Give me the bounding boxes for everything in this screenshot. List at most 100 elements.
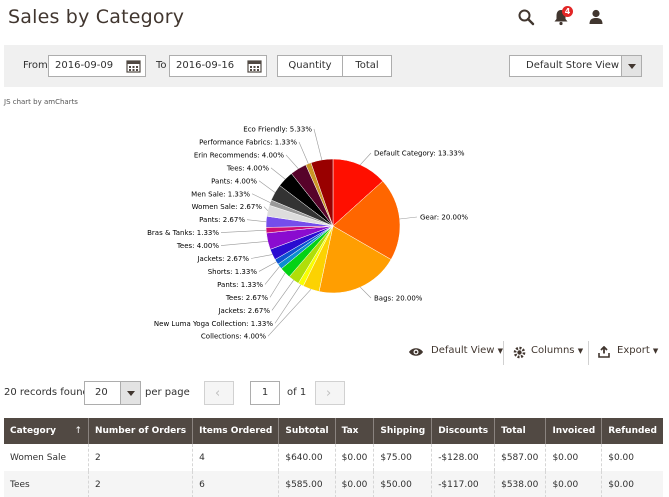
- slice-label-connector: [298, 141, 309, 164]
- records-found: 20 records found: [4, 387, 89, 398]
- table-cell: $587.00: [494, 444, 546, 471]
- table-cell: $0.00: [545, 444, 602, 471]
- table-cell: $0.00: [601, 471, 663, 497]
- slice-label-connector: [285, 154, 299, 169]
- column-header-orders[interactable]: Number of Orders: [87, 418, 193, 444]
- pie-slice[interactable]: [332, 180, 401, 260]
- table-row: Women Sale 2 4 $640.00 $0.00 $75.00 -$12…: [4, 444, 663, 471]
- search-icon[interactable]: [517, 8, 535, 26]
- slice-label-connector: [313, 128, 323, 161]
- slice-label-connector: [250, 254, 273, 259]
- column-header-category[interactable]: Category ↑: [4, 418, 89, 444]
- slice-label: Tees: 4.00%: [176, 242, 220, 250]
- eye-icon: [409, 348, 423, 356]
- column-header-subtotal[interactable]: Subtotal: [278, 418, 336, 444]
- chevron-down-icon[interactable]: [621, 56, 641, 76]
- table-row: Tees 2 6 $585.00 $0.00 $50.00 -$117.00 $…: [4, 471, 663, 497]
- sales-grid: Category ↑ Number of Orders Items Ordered…: [4, 418, 663, 497]
- column-header-items[interactable]: Items Ordered: [192, 418, 279, 444]
- total-pages: of 1: [287, 387, 307, 398]
- from-label: From: [23, 60, 48, 71]
- to-date-value: 2016-09-16: [176, 60, 235, 71]
- from-date-field[interactable]: 2016-09-09: [48, 55, 146, 77]
- slice-label-connector: [270, 167, 286, 180]
- current-page-input[interactable]: 1: [250, 381, 280, 405]
- to-date-field[interactable]: 2016-09-16: [169, 55, 267, 77]
- pie-slice[interactable]: [318, 225, 392, 294]
- table-cell: 2: [87, 444, 193, 471]
- slice-label: Bras & Tanks: 1.33%: [147, 229, 219, 237]
- slice-label-connector: [269, 272, 286, 298]
- grid-header-row: Category ↑ Number of Orders Items Ordered…: [4, 418, 663, 444]
- export-dropdown[interactable]: Export ▼: [617, 345, 658, 356]
- slice-label: Eco Friendly: 5.33%: [243, 126, 312, 134]
- caret-down-icon: ▼: [652, 347, 659, 355]
- slice-label: Erin Recommends: 4.00%: [194, 151, 285, 159]
- slice-label: Pants: 2.67%: [199, 216, 245, 224]
- total-button[interactable]: Total: [342, 55, 392, 77]
- column-header-refunded[interactable]: Refunded: [601, 418, 663, 444]
- table-cell: $585.00: [278, 471, 336, 497]
- default-view-dropdown[interactable]: Default View ▼: [431, 345, 503, 356]
- chevron-down-icon[interactable]: [120, 382, 140, 404]
- column-header-tax[interactable]: Tax: [334, 418, 374, 444]
- toolbar-divider: [503, 341, 504, 365]
- quantity-button[interactable]: Quantity: [277, 55, 343, 77]
- slice-label: Gear: 20.00%: [420, 214, 468, 222]
- page-title: Sales by Category: [8, 6, 185, 28]
- table-cell: $0.00: [334, 471, 374, 497]
- slice-label: New Luma Yoga Collection: 1.33%: [154, 320, 273, 328]
- per-page-value: 20: [95, 387, 108, 398]
- column-header-invoiced[interactable]: Invoiced: [545, 418, 602, 444]
- slice-label-connector: [220, 229, 267, 233]
- slice-label-connector: [267, 289, 312, 337]
- table-cell: $0.00: [545, 471, 602, 497]
- to-label: To: [156, 60, 167, 71]
- from-date-value: 2016-09-09: [55, 60, 114, 71]
- slice-label: Tees: 4.00%: [226, 164, 270, 172]
- table-cell: Tees: [4, 471, 89, 497]
- pie-slice[interactable]: [332, 158, 384, 227]
- table-cell: 2: [87, 471, 193, 497]
- slice-label: Default Category: 13.33%: [374, 150, 465, 158]
- previous-page-button[interactable]: ‹: [204, 381, 234, 405]
- per-page-label: per page: [145, 387, 190, 398]
- slice-label: Women Sale: 2.67%: [192, 203, 263, 211]
- report-filter-bar: From 2016-09-09 To 2016-09-16 Quantity T…: [4, 45, 663, 87]
- next-page-button[interactable]: ›: [315, 381, 345, 405]
- slice-label-connector: [258, 261, 277, 272]
- user-icon[interactable]: [587, 8, 605, 26]
- table-cell: 4: [192, 444, 279, 471]
- slice-label-connector: [258, 180, 276, 193]
- default-view-label: Default View: [431, 345, 495, 356]
- column-header-label: Category: [10, 426, 57, 436]
- slice-label-connector: [263, 206, 268, 211]
- columns-dropdown[interactable]: Columns ▼: [531, 345, 583, 356]
- table-cell: $0.00: [601, 444, 663, 471]
- slice-label-connector: [360, 286, 372, 299]
- per-page-select[interactable]: 20: [84, 381, 141, 405]
- table-cell: -$117.00: [431, 471, 495, 497]
- table-cell: $0.00: [334, 444, 374, 471]
- slice-label-connector: [399, 216, 418, 220]
- toolbar-divider: [588, 341, 589, 365]
- store-view-select[interactable]: Default Store View: [509, 55, 642, 77]
- slice-label: Men Sale: 1.33%: [191, 190, 250, 198]
- slice-label-connector: [271, 280, 294, 311]
- export-label: Export: [617, 345, 650, 356]
- chevron-right-icon: ›: [326, 386, 332, 401]
- store-view-value: Default Store View: [526, 60, 620, 71]
- slice-label-connector: [360, 152, 372, 165]
- column-header-total[interactable]: Total: [494, 418, 546, 444]
- chart-credit-link[interactable]: JS chart by amCharts: [4, 98, 78, 106]
- column-header-shipping[interactable]: Shipping: [373, 418, 432, 444]
- table-cell: 6: [192, 471, 279, 497]
- column-header-discounts[interactable]: Discounts: [431, 418, 495, 444]
- calendar-icon[interactable]: [126, 59, 141, 73]
- calendar-icon[interactable]: [247, 59, 262, 73]
- chevron-left-icon: ‹: [215, 386, 221, 401]
- slice-label: Jackets: 2.67%: [196, 255, 249, 263]
- slice-label: Collections: 4.00%: [201, 333, 266, 341]
- table-cell: $640.00: [278, 444, 336, 471]
- slice-label-connector: [220, 240, 268, 246]
